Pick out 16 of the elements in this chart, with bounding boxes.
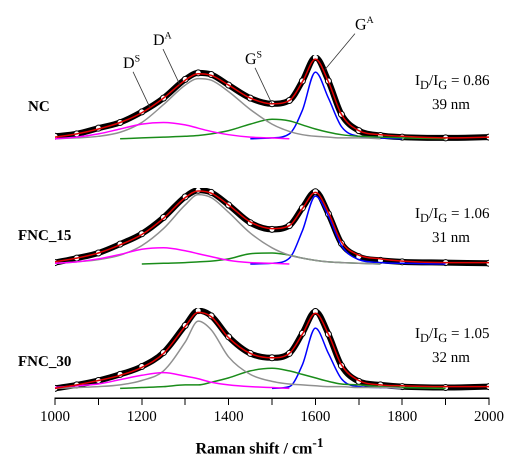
annotation: FNC_30: [18, 354, 72, 371]
x-tick-label: 1200: [126, 408, 157, 425]
x-tick-label: 1800: [387, 408, 418, 425]
annotation: 31 nm: [432, 230, 470, 247]
annotation: I$_{D}$/I$_{G}$ = 1.06: [415, 206, 490, 226]
x-tick-label: 1400: [214, 408, 244, 425]
annotation: 32 nm: [432, 350, 470, 367]
text: NC: [28, 98, 50, 116]
x-tick-label: 1600: [300, 408, 330, 425]
annotation: I$_{D}$/I$_{G}$ = 1.05: [415, 326, 490, 346]
x-tick-label: 2000: [474, 408, 504, 425]
annotation: FNC_15: [18, 228, 72, 244]
annotation: 39 nm: [432, 97, 470, 114]
x-axis-title: Raman shift / cm$^{-1}$: [194, 435, 324, 458]
x-tick-label: 1000: [40, 408, 70, 425]
annotation: I$_{D}$/I$_{G}$ = 0.86: [415, 73, 490, 93]
